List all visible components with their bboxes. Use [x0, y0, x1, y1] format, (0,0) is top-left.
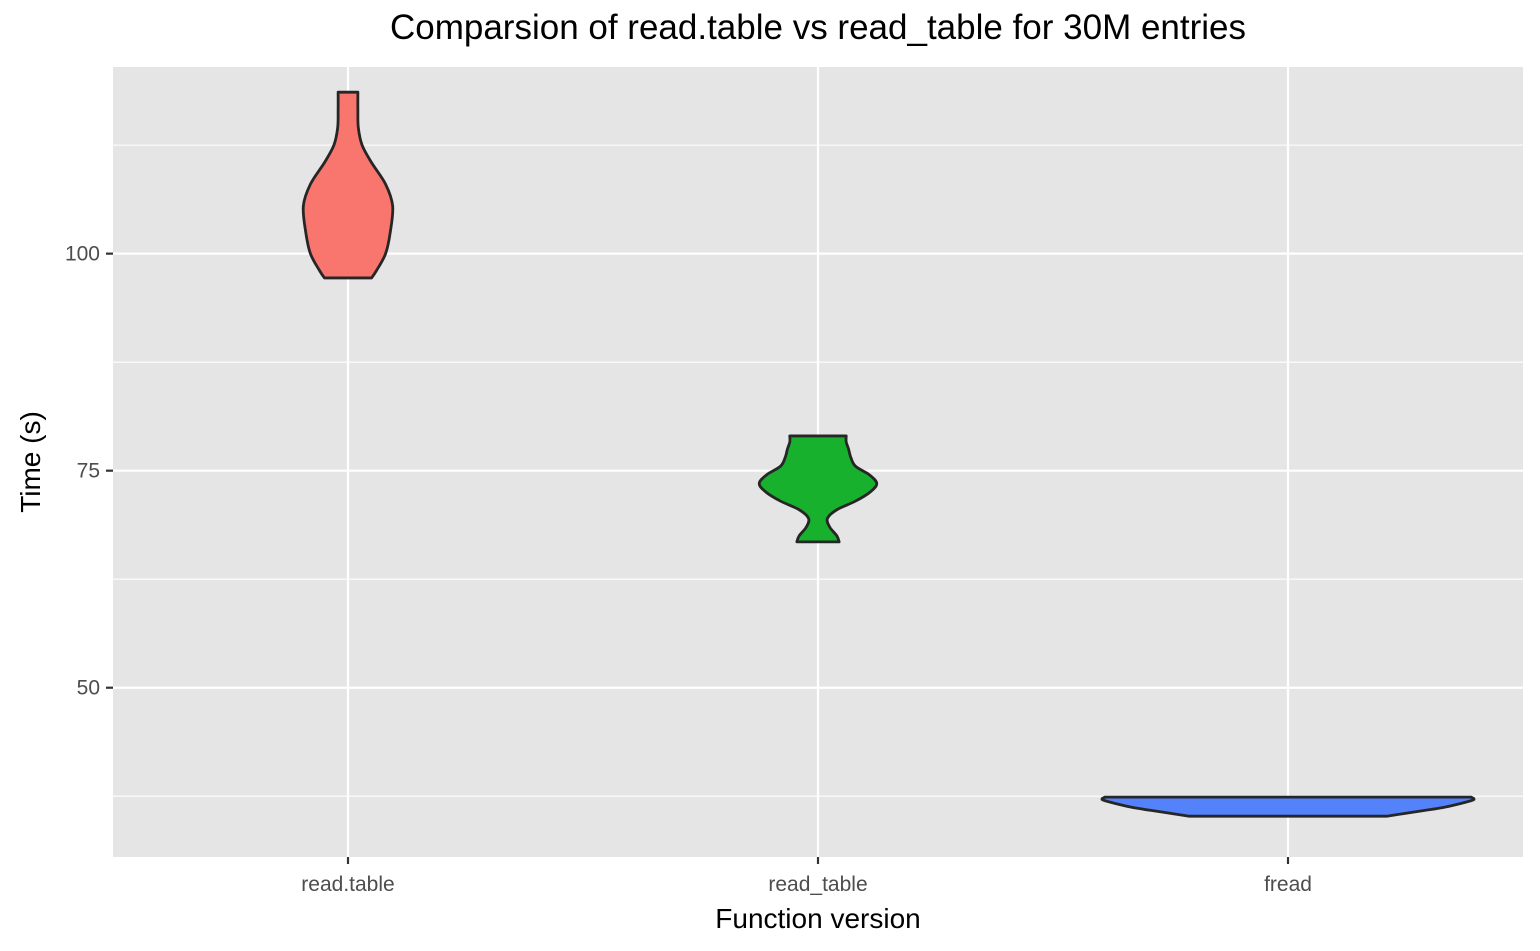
y-tick-label: 100 — [65, 243, 100, 266]
x-axis-title: Function version — [715, 903, 920, 934]
y-tick-label: 50 — [77, 677, 100, 700]
violins — [301, 90, 1476, 818]
y-axis: 50 75 100 — [65, 243, 113, 700]
x-tick-label: read_table — [768, 873, 867, 896]
violin-read-table — [301, 90, 395, 280]
x-tick-label: read.table — [301, 873, 394, 896]
x-tick-label: fread — [1264, 873, 1312, 896]
y-axis-title: Time (s) — [15, 411, 46, 513]
y-tick-label: 75 — [77, 460, 100, 483]
x-axis: read.table read_table fread — [301, 857, 1312, 896]
violin-fread — [1100, 795, 1476, 818]
chart-title: Comparsion of read.table vs read_table f… — [389, 8, 1246, 47]
violin-read-table — [757, 434, 879, 544]
